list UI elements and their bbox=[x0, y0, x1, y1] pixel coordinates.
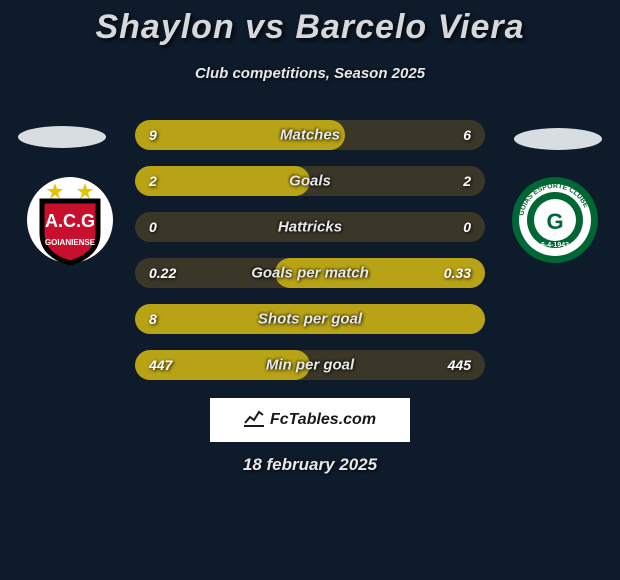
stat-value-left: 0.22 bbox=[149, 265, 176, 281]
stat-value-right: 0.33 bbox=[444, 265, 471, 281]
stat-row: Hattricks0 0 bbox=[135, 212, 485, 242]
stat-row: Shots per goal8 bbox=[135, 304, 485, 334]
stat-row: Goals2 2 bbox=[135, 166, 485, 196]
stat-label: Min per goal bbox=[135, 357, 485, 374]
stat-value-right: 0 bbox=[463, 219, 471, 235]
stat-label: Goals per match bbox=[135, 265, 485, 282]
stat-row: Goals per match0.22 0.33 bbox=[135, 258, 485, 288]
stats-chart: Matches9 6 Goals2 2 Hattricks0 0 Goals per mat… bbox=[135, 120, 485, 396]
player-shadow-right bbox=[514, 128, 602, 150]
stat-row: Matches9 6 bbox=[135, 120, 485, 150]
stat-label: Matches bbox=[135, 127, 485, 144]
svg-text:G: G bbox=[546, 209, 563, 234]
svg-text:6-4-1943: 6-4-1943 bbox=[541, 242, 569, 249]
player-shadow-left bbox=[18, 126, 106, 148]
date-label: 18 february 2025 bbox=[0, 455, 620, 475]
stat-value-left: 2 bbox=[149, 173, 157, 189]
stat-label: Hattricks bbox=[135, 219, 485, 236]
watermark: FcTables.com bbox=[210, 398, 410, 442]
stat-value-right: 6 bbox=[463, 127, 471, 143]
chart-icon bbox=[244, 409, 264, 432]
watermark-text: FcTables.com bbox=[270, 411, 376, 429]
svg-text:A.C.G: A.C.G bbox=[45, 211, 95, 231]
stat-value-right: 2 bbox=[463, 173, 471, 189]
svg-text:GOIANIENSE: GOIANIENSE bbox=[45, 238, 96, 247]
team-crest-right: GOIÁS ESPORTE CLUBE 6-4-1943 G bbox=[510, 175, 600, 265]
stat-value-right: 445 bbox=[448, 357, 471, 373]
stat-value-left: 9 bbox=[149, 127, 157, 143]
team-crest-left: A.C.G GOIANIENSE bbox=[25, 175, 115, 265]
stat-label: Goals bbox=[135, 173, 485, 190]
stat-row: Min per goal447 445 bbox=[135, 350, 485, 380]
stat-value-left: 0 bbox=[149, 219, 157, 235]
stat-label: Shots per goal bbox=[135, 311, 485, 328]
stat-value-left: 447 bbox=[149, 357, 172, 373]
stat-value-left: 8 bbox=[149, 311, 157, 327]
subtitle: Club competitions, Season 2025 bbox=[0, 65, 620, 82]
page-title: Shaylon vs Barcelo Viera bbox=[0, 0, 620, 47]
